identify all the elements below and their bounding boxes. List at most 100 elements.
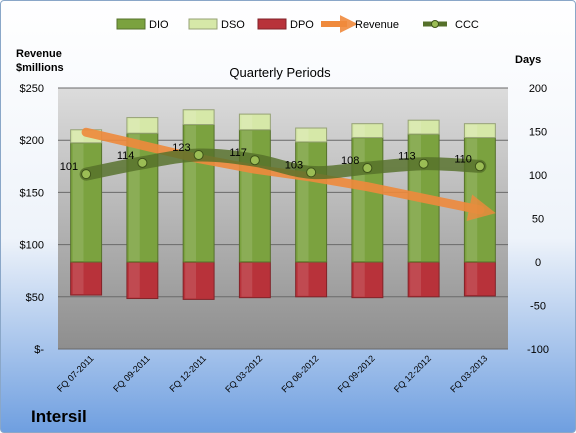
left-axis-tick-label: $100 [20, 240, 44, 252]
ccc-data-label: 117 [229, 147, 247, 159]
left-axis-label-line2: $millions [16, 62, 64, 74]
legend-label: DIO [149, 19, 169, 31]
dpo-bar-highlight [297, 263, 309, 296]
dio-bar-highlight [241, 130, 253, 261]
dpo-bar-highlight [466, 263, 478, 295]
x-axis-tick-label: FQ 09-2012 [336, 353, 377, 394]
dio-bar [351, 137, 384, 263]
dso-bar-highlight [185, 110, 196, 124]
legend-marker-symbol [431, 20, 439, 28]
legend-item-ccc: CCC [423, 19, 479, 31]
right-axis-tick-label: -100 [527, 344, 549, 356]
right-axis-tick-label: 200 [529, 83, 547, 95]
ccc-data-label: 110 [454, 153, 472, 165]
chart-title: Quarterly Periods [229, 65, 331, 80]
dso-bar-highlight [72, 130, 84, 142]
dso-bar [126, 117, 159, 134]
legend-item-dio: DIO [116, 18, 169, 31]
right-axis-tick-label: 100 [529, 170, 547, 182]
x-axis-tick-label: FQ 03-2013 [448, 353, 489, 394]
x-axis-tick-label: FQ 12-2011 [167, 353, 208, 394]
dpo-bar [351, 261, 384, 299]
ccc-point [81, 169, 92, 180]
dso-bar-highlight [297, 129, 309, 141]
dpo-bar [407, 261, 440, 298]
ccc-point [137, 157, 148, 168]
ccc-point [362, 163, 373, 174]
legend-label: Revenue [355, 19, 399, 31]
dpo-bar [295, 261, 328, 298]
dpo-bar [182, 261, 215, 300]
dso-bar-highlight [410, 121, 421, 134]
dio-bar-highlight [353, 138, 365, 261]
dpo-bar-highlight [410, 263, 421, 296]
ccc-point [249, 155, 260, 166]
legend: DIO DSO DPO Revenue CCC [116, 15, 479, 33]
right-axis-tick-label: -50 [530, 301, 546, 313]
ccc-series: 101 114 123 117 103 108 113 110 [60, 142, 487, 181]
dio-bar-highlight [297, 142, 309, 261]
dso-bar-highlight [241, 115, 253, 129]
legend-swatch [116, 18, 146, 30]
legend-label: DPO [290, 19, 314, 31]
company-name: Intersil [31, 407, 87, 426]
left-axis-tick-label: $150 [20, 187, 44, 199]
dpo-bar-highlight [241, 263, 253, 297]
legend-swatch [188, 18, 218, 30]
left-axis-tick-label: $- [34, 344, 44, 356]
dio-bar-highlight [128, 134, 140, 261]
legend-label: DSO [221, 19, 245, 31]
ccc-data-label: 103 [285, 159, 303, 171]
plot-area [58, 88, 508, 349]
legend-item-dpo: DPO [257, 18, 314, 31]
x-axis-tick-label: FQ 06-2012 [280, 353, 321, 394]
x-axis-tick-label: FQ 12-2012 [392, 353, 433, 394]
dso-bar [295, 127, 328, 143]
right-axis-tick-label: 0 [535, 257, 541, 269]
x-axis-tick-label: FQ 03-2012 [223, 353, 264, 394]
legend-label: CCC [455, 19, 479, 31]
ccc-data-label: 101 [60, 161, 78, 173]
legend-item-dso: DSO [188, 18, 245, 31]
dio-bar [238, 129, 271, 263]
legend-swatch [257, 18, 287, 30]
ccc-point [306, 167, 317, 178]
ccc-data-label: 123 [172, 142, 190, 154]
dio-bar-highlight [185, 125, 196, 261]
left-axis-tick-label: $200 [20, 135, 44, 147]
legend-item-revenue: Revenue [321, 15, 399, 33]
dso-bar [463, 123, 496, 139]
ccc-data-label: 113 [398, 151, 416, 163]
right-axis-tick-label: 50 [532, 214, 544, 226]
dso-bar [238, 113, 271, 131]
dio-bar [182, 124, 215, 263]
right-axis-label: Days [515, 54, 541, 66]
dio-bar [70, 142, 103, 263]
dso-bar [182, 109, 215, 126]
dso-bar-highlight [128, 118, 140, 133]
dpo-bar [238, 261, 271, 299]
bar-series [70, 109, 496, 300]
dpo-bar-highlight [128, 263, 140, 298]
dpo-bar [126, 261, 159, 300]
dso-bar-highlight [466, 124, 478, 137]
dpo-bar-highlight [185, 263, 196, 299]
dso-bar-highlight [353, 124, 365, 137]
dio-bar [295, 141, 328, 263]
dso-bar [407, 119, 440, 135]
dso-bar [351, 123, 384, 139]
x-axis-tick-label: FQ 09-2011 [111, 353, 152, 394]
ccc-point [418, 158, 429, 169]
ccc-data-label: 114 [117, 150, 135, 162]
x-axis-tick-label: FQ 07-2011 [55, 353, 96, 394]
left-axis-tick-label: $250 [20, 83, 44, 95]
ccc-point [474, 161, 485, 172]
dpo-bar [463, 261, 496, 297]
dpo-bar-highlight [72, 263, 84, 295]
dio-bar-highlight [72, 143, 84, 261]
left-axis-label-line1: Revenue [16, 48, 62, 60]
dpo-bar-highlight [353, 263, 365, 297]
right-axis-tick-label: 150 [529, 127, 547, 139]
